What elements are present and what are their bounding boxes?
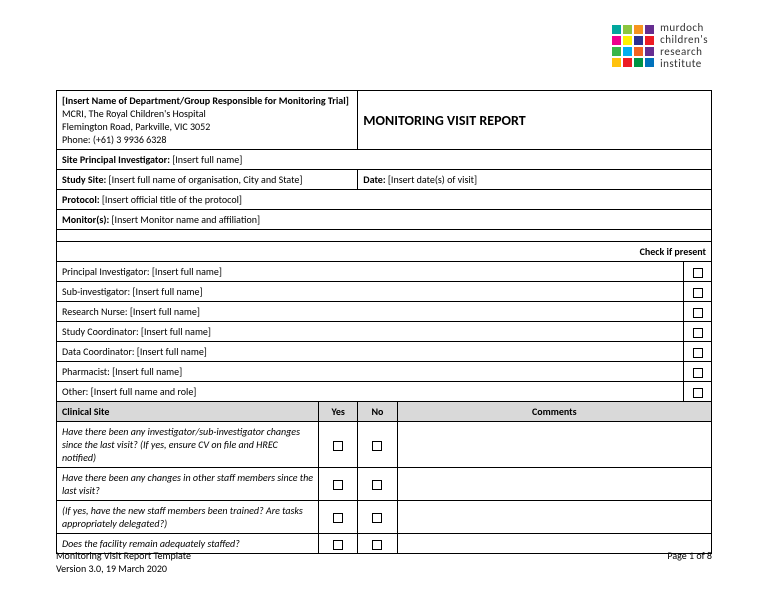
attendee-checkbox-cell: [684, 342, 712, 362]
checkbox-icon[interactable]: [693, 288, 703, 298]
checkbox-icon[interactable]: [372, 513, 382, 523]
comments-cell[interactable]: [397, 468, 711, 501]
yes-cell: [319, 501, 358, 534]
checkbox-icon[interactable]: [693, 268, 703, 278]
attendee-label: Other: [Insert full name and role]: [57, 382, 684, 402]
page-footer: Monitoring Visit Report Template Version…: [56, 549, 712, 575]
logo-text: murdoch children's research institute: [660, 22, 708, 70]
check-present-header: Check if present: [57, 242, 712, 262]
attendee-label: Research Nurse: [Insert full name]: [57, 302, 684, 322]
yes-cell: [319, 422, 358, 468]
checkbox-icon[interactable]: [333, 441, 343, 451]
no-cell: [358, 422, 397, 468]
checkbox-icon[interactable]: [333, 480, 343, 490]
footer-right: Page 1 of 8: [667, 549, 712, 575]
comments-header: Comments: [397, 402, 711, 422]
report-table: [Insert Name of Department/Group Respons…: [56, 90, 712, 554]
attendee-checkbox-cell: [684, 282, 712, 302]
checkbox-icon[interactable]: [372, 441, 382, 451]
comments-cell[interactable]: [397, 501, 711, 534]
checkbox-icon[interactable]: [693, 348, 703, 358]
checkbox-icon[interactable]: [693, 368, 703, 378]
study-site-row: Study Site: [Insert full name of organis…: [57, 170, 358, 190]
protocol-row: Protocol: [Insert official title of the …: [57, 190, 712, 210]
question-text: Have there been any changes in other sta…: [57, 468, 319, 501]
checkbox-icon[interactable]: [693, 308, 703, 318]
spi-row: Site Principal Investigator: [Insert ful…: [57, 150, 712, 170]
yes-cell: [319, 468, 358, 501]
checkbox-icon[interactable]: [333, 513, 343, 523]
question-text: (If yes, have the new staff members been…: [57, 501, 319, 534]
attendee-label: Pharmacist: [Insert full name]: [57, 362, 684, 382]
checkbox-icon[interactable]: [693, 328, 703, 338]
org-logo: murdoch children's research institute: [612, 22, 708, 70]
attendee-label: Principal Investigator: [Insert full nam…: [57, 262, 684, 282]
footer-left: Monitoring Visit Report Template Version…: [56, 549, 191, 575]
date-row: Date: [Insert date(s) of visit]: [358, 170, 712, 190]
spacer-row: [57, 230, 712, 242]
attendee-checkbox-cell: [684, 382, 712, 402]
attendee-checkbox-cell: [684, 262, 712, 282]
report-title: MONITORING VISIT REPORT: [358, 91, 712, 150]
attendee-label: Sub-investigator: [Insert full name]: [57, 282, 684, 302]
attendee-checkbox-cell: [684, 322, 712, 342]
no-cell: [358, 501, 397, 534]
no-header: No: [358, 402, 397, 422]
attendee-checkbox-cell: [684, 302, 712, 322]
yes-header: Yes: [319, 402, 358, 422]
attendee-checkbox-cell: [684, 362, 712, 382]
dept-cell: [Insert Name of Department/Group Respons…: [57, 91, 358, 150]
attendee-label: Data Coordinator: [Insert full name]: [57, 342, 684, 362]
attendee-label: Study Coordinator: [Insert full name]: [57, 322, 684, 342]
question-text: Have there been any investigator/sub-inv…: [57, 422, 319, 468]
comments-cell[interactable]: [397, 422, 711, 468]
checkbox-icon[interactable]: [372, 480, 382, 490]
monitor-row: Monitor(s): [Insert Monitor name and aff…: [57, 210, 712, 230]
clinical-site-header: Clinical Site: [57, 402, 319, 422]
checkbox-icon[interactable]: [693, 388, 703, 398]
no-cell: [358, 468, 397, 501]
logo-squares: [612, 25, 654, 67]
